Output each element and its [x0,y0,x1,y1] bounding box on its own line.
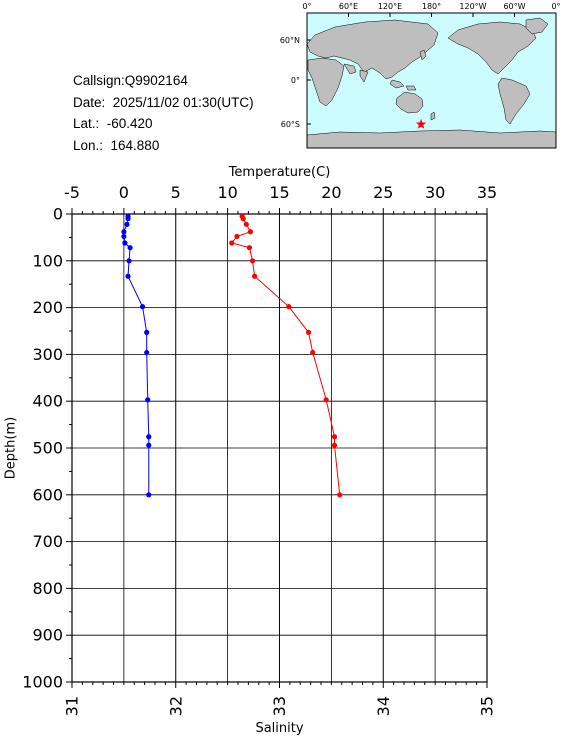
salinity-tick-label: 34 [374,696,393,716]
salinity-data-point [121,233,127,240]
location-map: 0° 60°E 120°E 180° 120°W 60°W 0° 60°N 0° 60°S [280,2,561,149]
salinity-data-point [146,492,152,498]
temperature-tick-label: 35 [477,183,497,202]
salinity-data-point [125,216,131,222]
salinity-data-point [144,349,150,356]
temperature-data-point [331,442,338,448]
temperature-data-point [243,221,249,227]
map-lon-label: 120°E [378,2,402,11]
salinity-profile-line [123,216,150,495]
temperature-data-point [286,304,292,310]
temperature-series [229,213,343,498]
salinity-series [121,213,152,498]
temperature-data-point [249,258,256,264]
salinity-axis: 31 32 33 34 35 Salinity [63,682,497,736]
map-lon-label: 0° [302,2,311,11]
temperature-tick-label: -5 [64,183,80,202]
salinity-data-point [121,229,127,235]
depth-tick-label: 300 [32,345,63,364]
salinity-axis-label: Salinity [255,721,303,736]
depth-tick-label: 1000 [22,673,63,692]
map-land [306,17,557,149]
longitude-text: Lon.: 164.880 [73,137,160,153]
depth-axis-label: Depth(m) [4,417,19,479]
map-lon-label: 60°W [503,2,525,11]
map-lon-label: 180° [422,2,441,11]
salinity-data-point [146,434,152,440]
salinity-tick-label: 33 [270,696,289,716]
temperature-axis: -5 0 5 10 15 20 25 30 35 Temperature(C) [64,165,497,214]
map-lon-label: 0° [551,2,560,11]
temperature-data-point [323,397,329,403]
temperature-data-point [247,229,254,235]
salinity-tick-label: 32 [166,696,185,716]
temperature-data-point [331,434,338,440]
salinity-data-point [144,329,150,335]
map-marker-star [415,118,427,129]
salinity-data-point [139,304,146,310]
salinity-data-point [124,221,130,227]
map-lon-label: 120°W [459,2,486,11]
temperature-data-point [337,492,343,498]
temperature-tick-label: 10 [217,183,237,202]
depth-tick-label: 0 [53,205,63,224]
temperature-tick-label: 15 [269,183,289,202]
depth-tick-label: 200 [32,298,63,317]
salinity-data-point [146,442,152,448]
salinity-data-point [127,245,133,251]
temperature-tick-label: 0 [119,183,129,202]
salinity-data-point [145,397,151,403]
grid [71,213,488,683]
map-lat-label: 0° [291,76,300,85]
depth-tick-label: 500 [32,439,63,458]
salinity-data-point [125,273,131,279]
salinity-data-point [122,240,128,246]
depth-tick-label: 900 [32,626,63,645]
temperature-tick-label: 5 [171,183,181,202]
temperature-tick-label: 25 [373,183,393,202]
temperature-data-point [229,240,235,246]
temperature-axis-label: Temperature(C) [228,165,331,180]
temperature-tick-label: 20 [321,183,341,202]
temperature-data-point [305,329,312,335]
salinity-tick-label: 35 [478,696,497,716]
map-lat-label: 60°N [280,36,300,45]
callsign-text: Callsign:Q9902164 [73,73,188,88]
temperature-data-point [234,233,240,240]
salinity-data-point [126,258,132,264]
temperature-data-point [240,216,246,222]
depth-tick-label: 100 [32,251,63,270]
temperature-data-point [310,349,316,356]
float-info: Callsign:Q9902164 Date: 2025/11/02 01:30… [73,70,254,156]
temperature-profile-line [230,216,341,495]
date-text: Date: 2025/11/02 01:30(UTC) [73,94,254,110]
depth-tick-label: 400 [32,392,63,411]
depth-axis: 0 100 200 300 400 500 600 700 800 900 1000 Depth(m) [4,205,72,692]
salinity-tick-label: 31 [63,696,82,716]
temperature-tick-label: 30 [425,183,445,202]
map-lat-label: 60°S [281,120,300,129]
map-lon-label: 60°E [339,2,358,11]
latitude-text: Lat.: -60.420 [73,116,153,131]
depth-tick-label: 700 [32,532,63,551]
temperature-data-point [252,273,258,279]
temperature-data-point [246,245,253,251]
depth-tick-label: 800 [32,579,63,598]
depth-tick-label: 600 [32,485,63,504]
